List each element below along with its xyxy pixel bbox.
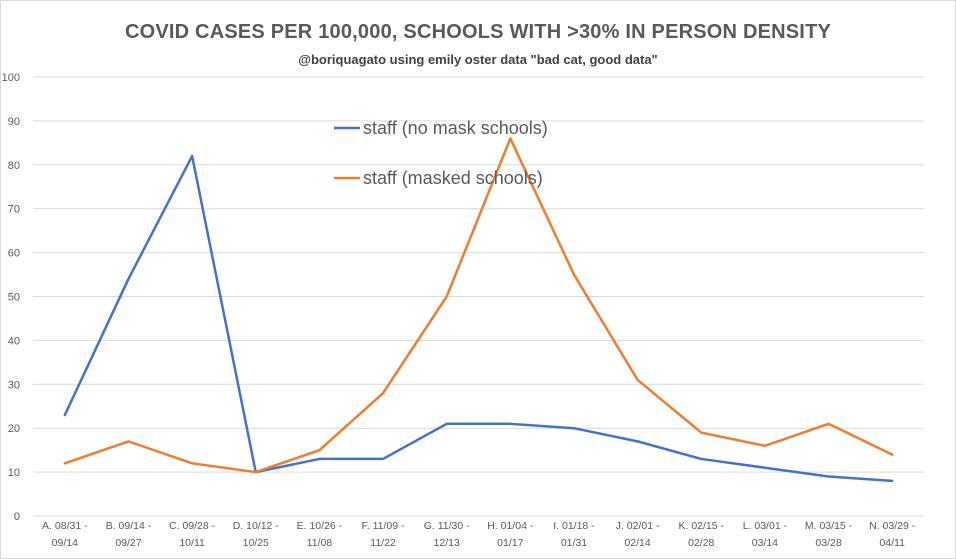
x-tick-label: H. 01/04 -01/17 [487, 520, 534, 549]
series-line-2 [63, 137, 894, 474]
x-tick-label: G. 11/30 -12/13 [424, 520, 470, 549]
series-line-1 [63, 154, 894, 483]
x-tick-label: E. 10/26 -11/08 [297, 520, 343, 549]
x-tick-label: K. 02/15 -02/28 [678, 520, 724, 549]
x-tick-label: I. 01/18 -01/31 [553, 520, 595, 549]
y-tick-label: 50 [8, 292, 20, 304]
legend-label: staff (no mask schools) [363, 118, 548, 138]
y-tick-label: 10 [8, 467, 20, 479]
y-tick-label: 60 [8, 248, 20, 260]
x-tick-label: C. 09/28 -10/11 [169, 520, 216, 549]
y-axis-ticks: 0 10 20 30 40 50 60 70 80 90 100 [2, 72, 20, 523]
series-lines [63, 137, 894, 483]
y-tick-label: 40 [8, 335, 20, 347]
x-tick-label: A. 08/31 -09/14 [42, 520, 88, 549]
x-tick-label: M. 03/15 -03/28 [805, 520, 853, 549]
y-tick-label: 20 [8, 423, 20, 435]
y-tick-label: 90 [8, 116, 20, 128]
y-tick-label: 100 [2, 72, 20, 84]
gridlines [33, 76, 924, 517]
y-tick-label: 30 [8, 379, 20, 391]
x-tick-label: B. 09/14 -09/27 [106, 520, 152, 549]
y-tick-label: 70 [8, 204, 20, 216]
x-axis-ticks: A. 08/31 -09/14 B. 09/14 -09/27 C. 09/28 -… [42, 520, 916, 549]
chart-subtitle: @boriquagato using emily oster data "bad… [298, 52, 658, 67]
y-tick-label: 80 [8, 160, 20, 172]
chart-title: COVID CASES PER 100,000, SCHOOLS WITH >3… [124, 21, 832, 43]
legend: staff (no mask schools) staff (masked sch… [334, 118, 548, 188]
x-tick-label: D. 10/12 -10/25 [233, 520, 280, 549]
y-tick-label: 0 [14, 511, 20, 523]
x-tick-label: F. 11/09 -11/22 [362, 520, 405, 549]
x-tick-label: N. 03/29 -04/11 [869, 520, 916, 549]
x-tick-label: J. 02/01 -02/14 [616, 520, 660, 549]
x-tick-label: L. 03/01 -03/14 [743, 520, 788, 549]
legend-label: staff (masked schools) [363, 168, 543, 188]
